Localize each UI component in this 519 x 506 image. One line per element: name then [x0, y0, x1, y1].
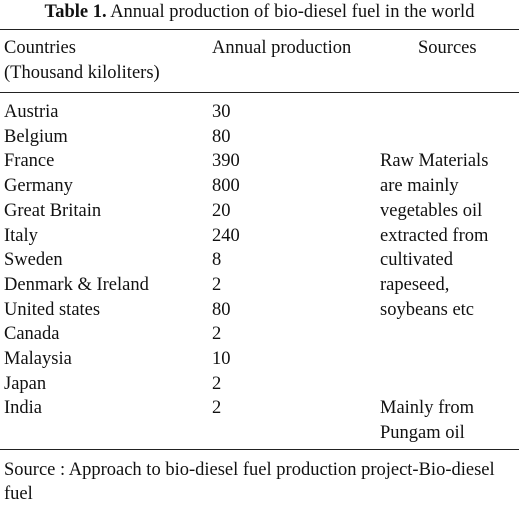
country-cell: Great Britain [4, 200, 102, 221]
source-cell: Mainly from [380, 398, 475, 419]
rule [0, 92, 519, 93]
caption-label: Table 1. [44, 2, 107, 22]
country-cell: Germany [4, 176, 73, 197]
production-cell: 2 [212, 324, 222, 345]
header-cell: Sources [418, 38, 477, 58]
production-cell: 390 [212, 151, 240, 172]
country-cell: Denmark & Ireland [4, 274, 149, 295]
production-cell: 30 [212, 102, 231, 122]
production-cell: 20 [212, 200, 231, 221]
production-cell: 2 [212, 274, 222, 295]
country-cell: Austria [4, 102, 59, 122]
production-cell: 2 [212, 398, 222, 419]
header-cell: (Thousand kiloliters) [4, 63, 160, 83]
table-caption: Table 1. Annual production of bio-diesel… [0, 0, 519, 24]
country-cell: Belgium [4, 126, 68, 147]
production-cell: 2 [212, 373, 222, 394]
rule [0, 449, 519, 450]
production-cell: 800 [212, 176, 240, 197]
source-cell: vegetables oil [380, 200, 483, 221]
source-cell: Pungam oil [380, 423, 465, 444]
production-cell: 8 [212, 250, 222, 271]
production-cell: 80 [212, 299, 231, 320]
table-footer: Source : Approach to bio-diesel fuel pro… [4, 460, 495, 504]
country-cell: Japan [4, 373, 47, 394]
production-cell: 80 [212, 126, 231, 147]
source-cell: cultivated [380, 250, 453, 271]
country-cell: Italy [4, 225, 38, 246]
country-cell: France [4, 151, 55, 172]
production-cell: 240 [212, 225, 240, 246]
country-cell: Malaysia [4, 349, 72, 369]
production-cell: 10 [212, 349, 231, 369]
country-cell: Sweden [4, 250, 63, 271]
country-cell: India [4, 398, 43, 419]
source-cell: extracted from [380, 225, 489, 246]
header-cell: Countries [4, 38, 76, 58]
source-cell: are mainly [380, 176, 459, 197]
rule [0, 29, 519, 30]
source-cell: soybeans etc [380, 299, 475, 320]
country-cell: Canada [4, 324, 60, 345]
caption-text: Annual production of bio-diesel fuel in … [110, 2, 475, 22]
source-cell: Raw Materials [380, 151, 489, 172]
source-cell: rapeseed, [380, 274, 450, 295]
header-cell: Annual production [212, 38, 352, 58]
country-cell: United states [4, 299, 101, 320]
